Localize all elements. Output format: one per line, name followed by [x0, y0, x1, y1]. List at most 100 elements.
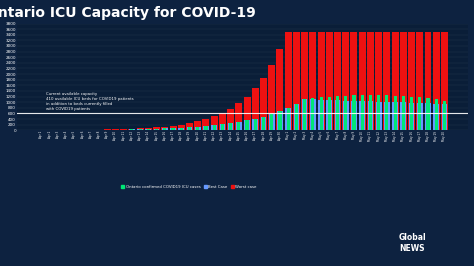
Bar	[384, 102, 390, 130]
Bar	[146, 129, 151, 130]
Bar	[180, 128, 183, 130]
Bar	[188, 127, 191, 130]
Bar	[295, 104, 298, 130]
Bar	[343, 101, 348, 130]
Bar	[236, 122, 242, 130]
Bar	[260, 78, 267, 130]
Bar	[178, 128, 184, 130]
Bar	[410, 97, 413, 130]
Bar	[212, 125, 216, 130]
Bar	[417, 103, 423, 130]
Bar	[194, 121, 201, 130]
Bar	[351, 101, 357, 130]
Bar	[303, 99, 306, 130]
Bar	[336, 96, 339, 130]
Bar	[269, 114, 274, 130]
Bar	[161, 127, 168, 130]
Bar	[229, 123, 232, 130]
Bar	[270, 114, 273, 130]
Bar	[367, 101, 374, 130]
Bar	[301, 32, 308, 130]
Bar	[375, 32, 382, 130]
Bar	[163, 128, 166, 130]
Bar	[409, 103, 414, 130]
Bar	[162, 128, 168, 130]
Bar	[145, 128, 152, 130]
Bar	[170, 126, 176, 130]
Bar	[170, 128, 176, 130]
Bar	[155, 129, 158, 130]
Bar	[441, 32, 448, 130]
Bar	[277, 111, 283, 130]
Bar	[195, 127, 201, 130]
Bar	[443, 101, 446, 130]
Bar	[328, 97, 331, 130]
Bar	[137, 128, 144, 130]
Bar	[285, 32, 292, 130]
Bar	[112, 129, 119, 130]
Bar	[416, 32, 423, 130]
Bar	[319, 97, 323, 130]
Bar	[376, 102, 382, 130]
Bar	[130, 129, 134, 130]
Bar	[129, 129, 135, 130]
Text: Global
NEWS: Global NEWS	[399, 233, 426, 253]
Bar	[318, 32, 325, 130]
Bar	[178, 124, 185, 130]
Bar	[433, 103, 439, 130]
Bar	[138, 129, 142, 130]
Bar	[425, 103, 431, 130]
Bar	[186, 123, 193, 130]
Bar	[147, 129, 150, 130]
Bar	[246, 120, 249, 130]
Bar	[210, 117, 218, 130]
Bar	[154, 129, 159, 130]
Bar	[361, 95, 364, 130]
Bar	[120, 129, 127, 130]
Bar	[385, 95, 389, 130]
Bar	[254, 119, 257, 130]
Bar	[352, 95, 356, 130]
Bar	[433, 32, 440, 130]
Bar	[435, 99, 438, 130]
Bar	[310, 32, 316, 130]
Bar	[228, 123, 234, 130]
Bar	[262, 117, 265, 130]
Bar	[442, 104, 447, 130]
Bar	[293, 104, 299, 130]
Bar	[402, 96, 405, 130]
Bar	[310, 99, 316, 130]
Bar	[287, 108, 290, 130]
Bar	[172, 128, 174, 130]
Bar	[401, 102, 406, 130]
Bar	[203, 126, 209, 130]
Bar	[268, 65, 275, 130]
Bar	[367, 32, 374, 130]
Bar	[334, 32, 341, 130]
Bar	[344, 96, 347, 130]
Bar	[418, 97, 421, 130]
Bar	[335, 100, 340, 130]
Bar	[219, 113, 226, 130]
Bar	[221, 124, 224, 130]
Bar	[326, 32, 333, 130]
Bar	[359, 101, 365, 130]
Bar	[392, 102, 398, 130]
Bar	[252, 88, 259, 130]
Text: Current available capacity
410 available ICU beds for COVID19 patients
in additi: Current available capacity 410 available…	[46, 92, 133, 111]
Bar	[187, 127, 192, 130]
Bar	[202, 119, 210, 130]
Legend: Ontario confirmed COVID19 ICU cases, Best Case, Worst case: Ontario confirmed COVID19 ICU cases, Bes…	[119, 183, 258, 190]
Bar	[137, 129, 143, 130]
Bar	[359, 32, 366, 130]
Bar	[128, 129, 136, 130]
Bar	[377, 95, 380, 130]
Bar	[383, 32, 391, 130]
Bar	[244, 120, 250, 130]
Bar	[400, 32, 407, 130]
Bar	[350, 32, 357, 130]
Bar	[278, 111, 282, 130]
Bar	[196, 127, 199, 130]
Bar	[276, 49, 283, 130]
Bar	[253, 119, 258, 130]
